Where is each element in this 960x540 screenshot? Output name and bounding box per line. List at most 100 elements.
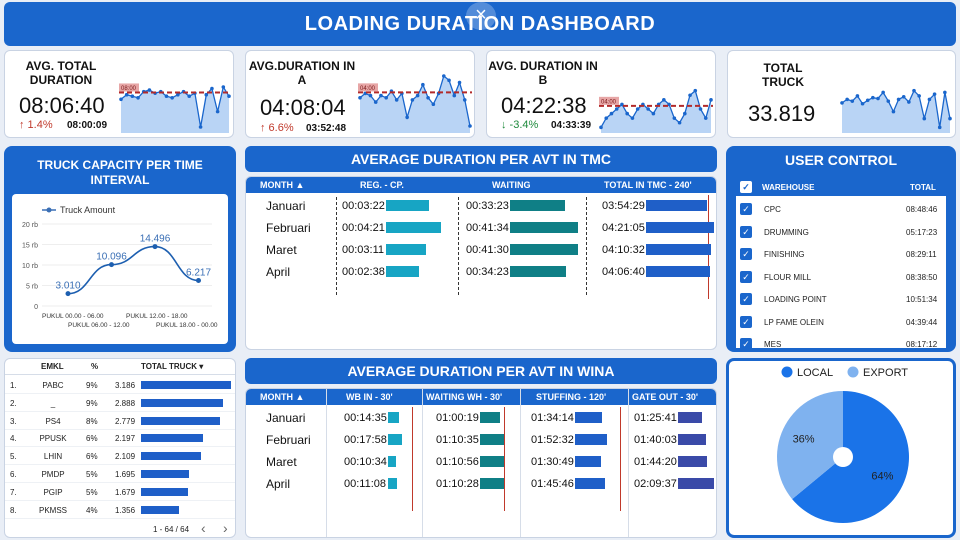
table-row: 4. PPUSK 6% 2.197 [5,429,235,448]
warehouse-row[interactable]: ✓ DRUMMING 05:17:23 [736,223,946,245]
column-header-reg-cp[interactable]: REG. - CP. [360,180,404,190]
column-header-wb-in[interactable]: WB IN - 30' [346,392,393,402]
column-header-gate-out[interactable]: GATE OUT - 30' [632,392,698,402]
user-control-title: USER CONTROL [785,152,897,168]
sparkline-point [442,74,446,78]
emkl-total-bar [141,434,204,443]
data-point [65,291,71,297]
sparkline-point [688,93,692,98]
sparkline-point [881,90,885,95]
column-divider [336,197,337,295]
prev-page-icon[interactable]: ‹ [201,520,206,536]
emkl-total-bar [141,416,220,425]
emkl-total-bar [141,487,189,496]
column-header-total-in-tmc[interactable]: TOTAL IN TMC - 240' [604,180,692,190]
close-icon[interactable]: × [466,2,496,30]
emkl-total: 2.109 [115,452,136,462]
emkl-total: 1.679 [115,487,136,497]
warehouse-row[interactable]: ✓ LOADING POINT 10:51:34 [736,290,946,312]
sparkline-point [462,98,467,102]
sparkline-point [860,101,865,106]
sparkline-point [452,93,457,98]
warehouse-checkbox[interactable]: ✓ [740,315,752,328]
warehouse-checkbox[interactable]: ✓ [740,270,752,283]
kpi-delta: ↑ 1.4% [19,119,53,131]
sparkline-point [625,111,629,116]
sparkline-point [368,93,373,98]
sparkline-point [693,88,698,93]
warehouse-name: DRUMMING [764,227,809,237]
sparkline-point [683,111,687,116]
emkl-percent: 6% [86,452,98,462]
sparkline-point [227,94,231,99]
sparkline-point [609,111,614,116]
warehouse-checkbox[interactable]: ✓ [740,338,752,348]
warehouse-row[interactable]: ✓ LP FAME OLEIN 04:39:44 [736,313,946,335]
warehouse-row[interactable]: ✓ FINISHING 08:29:11 [736,245,946,267]
waiting-value: 00:33:23 [466,200,509,212]
reg-cp-bar [386,244,427,255]
sparkline-point [840,101,844,105]
wb-in-bar [388,434,402,445]
row-number: 7. [10,487,17,497]
table-row: 1. PABC 9% 3.186 [5,376,235,394]
gate-out-value: 01:44:20 [634,456,677,468]
next-page-icon[interactable]: › [223,520,228,536]
column-header-stuffing[interactable]: STUFFING - 120' [536,392,607,402]
local-export-pie-chart: LOCAL EXPORT 64% 36% [777,366,909,523]
kpi-card-duration-a: AVG.DURATION IN A 04:08:04 ↑ 6.6% 03:52:… [245,50,475,138]
row-number: 8. [10,505,17,515]
emkl-name: LHIN [43,452,63,462]
y-tick-label: 20 rb [22,222,38,229]
reg-cp-value: 00:02:38 [342,266,385,278]
warehouse-row[interactable]: ✓ CPC 08:48:46 [736,200,946,222]
wb-in-bar [388,412,400,423]
emkl-total-bar [141,470,189,478]
select-all-checkbox[interactable]: ✓ [740,181,752,193]
kpi-previous-value: 04:33:39 [551,120,592,131]
legend-marker [46,207,52,213]
kpi-delta: ↓ -3.4% [501,119,539,131]
sparkline-point [948,116,952,121]
table-row: Januari 00:03:22 00:33:23 03:54:29 [246,197,716,219]
column-header-waiting-wh[interactable]: WAITING WH - 30' [426,392,503,402]
sparkline-point [176,92,180,97]
warehouse-checkbox[interactable]: ✓ [740,225,752,238]
column-header-month[interactable]: MONTH ▲ [260,392,305,402]
sparkline-point [630,116,635,120]
gate-out-bar [678,456,707,467]
emkl-total: 3.186 [115,381,136,390]
warehouse-checkbox[interactable]: ✓ [740,293,752,305]
sparkline-point [901,94,906,99]
stuffing-bar [575,434,607,445]
kpi-label: AVG.DURATION IN A [248,59,356,87]
sparkline-point [599,125,603,130]
x-tick-label: PUKUL 12.00 - 18.00 [126,313,188,320]
kpi-sparkline: 04:00 [599,88,713,133]
column-header-emkl[interactable]: EMKL [41,362,64,371]
month-cell: Februari [266,221,311,235]
warehouse-checkbox[interactable]: ✓ [740,248,752,260]
column-header-percent[interactable]: % [91,362,99,371]
sparkline-point [468,124,472,128]
warehouse-checkbox[interactable]: ✓ [740,203,752,215]
emkl-name: PKMSS [38,505,67,515]
waiting-wh-value: 01:10:28 [436,478,479,490]
sparkline-point [198,125,203,129]
sparkline-point [124,92,129,97]
total-in-tmc-bar [646,222,714,233]
warehouse-row[interactable]: ✓ MES 08:17:12 [736,335,946,348]
sparkline-area [360,76,470,133]
wina-table-header: MONTH ▲ WB IN - 30' WAITING WH - 30' STU… [246,389,716,405]
column-header-waiting[interactable]: WAITING [492,180,531,190]
x-tick-label: PUKUL 06.00 - 12.00 [68,322,130,329]
sparkline-point [431,102,436,107]
data-label: 14.496 [140,234,171,245]
stuffing-bar [575,478,606,489]
column-header-month[interactable]: MONTH ▲ [260,180,305,190]
row-number: 2. [10,398,17,408]
column-header-total-truck[interactable]: TOTAL TRUCK ▾ [141,362,204,371]
warehouse-row[interactable]: ✓ FLOUR MILL 08:38:50 [736,268,946,290]
legend-marker [781,366,793,378]
wb-in-value: 00:17:58 [344,434,387,446]
